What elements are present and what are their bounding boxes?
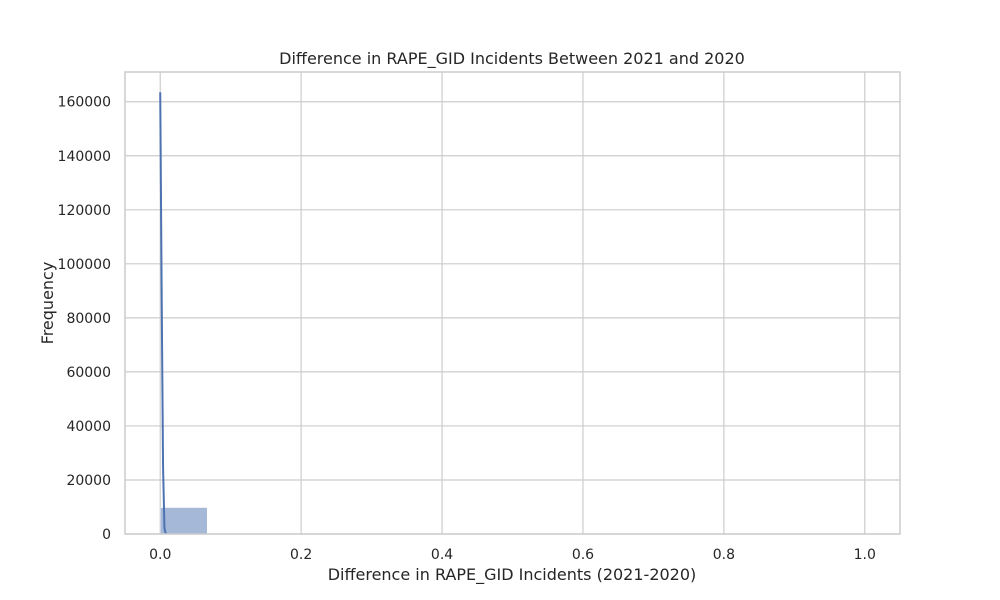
- y-tick-label: 80000: [66, 311, 111, 327]
- y-tick-label: 100000: [58, 257, 111, 273]
- y-axis-ticks: 0 20000 40000 60000 80000 100000 120000 140000 1…: [58, 95, 111, 543]
- x-axis-label: Difference in RAPE_GID Incidents (2021-2…: [328, 565, 697, 585]
- y-tick-label: 40000: [66, 419, 111, 435]
- x-axis-ticks: 0.0 0.2 0.4 0.6 0.8 1.0: [149, 547, 876, 563]
- y-tick-label: 20000: [66, 473, 111, 489]
- y-axis-label: Frequency: [38, 262, 57, 345]
- y-tick-label: 0: [102, 527, 111, 543]
- x-tick-label: 0.0: [149, 547, 171, 563]
- histogram-bars: [159, 507, 208, 535]
- x-tick-label: 0.4: [431, 547, 453, 563]
- y-tick-label: 140000: [58, 149, 111, 165]
- y-tick-label: 120000: [58, 203, 111, 219]
- y-tick-label: 160000: [58, 95, 111, 111]
- x-tick-label: 0.6: [572, 547, 594, 563]
- x-tick-label: 1.0: [854, 547, 876, 563]
- kde-curve: [159, 92, 167, 535]
- kde-line: [159, 92, 167, 535]
- x-tick-label: 0.8: [713, 547, 735, 563]
- axes-frame: [124, 71, 901, 535]
- plot-frame: [124, 71, 901, 535]
- y-tick-label: 60000: [66, 365, 111, 381]
- histogram-bar: [159, 507, 208, 535]
- x-tick-label: 0.2: [290, 547, 312, 563]
- chart-title: Difference in RAPE_GID Incidents Between…: [279, 49, 745, 69]
- grid-lines: [125, 72, 900, 535]
